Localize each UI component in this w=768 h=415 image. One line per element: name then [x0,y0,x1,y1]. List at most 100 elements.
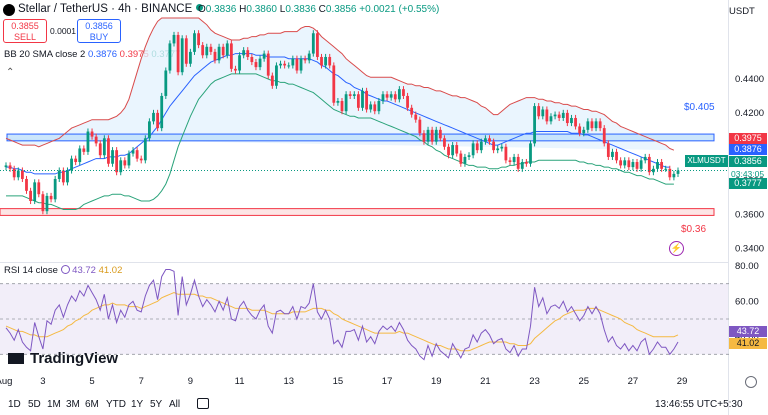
last-price-tag: 0.3856 [729,156,767,167]
candle-body [188,51,192,64]
candle-body [611,151,614,157]
candle-body [676,170,680,174]
rsi-legend-label: RSI 14 close [4,265,58,276]
time-tick-label: 5 [89,376,94,387]
candle-body [545,109,549,122]
candle-body [438,129,442,139]
range-5y[interactable]: 5Y [150,399,163,410]
range-5d[interactable]: 5D [28,399,41,410]
candle-body [131,150,135,154]
candle-body [627,160,631,168]
bar-countdown: 03:43:05 [731,169,765,179]
tradingview-logo-icon [8,353,24,364]
candle-body [512,156,516,163]
buy-price: 0.3856 [85,21,113,31]
candle-body [406,95,409,108]
candle-body [471,143,475,156]
candle-body [148,121,151,139]
time-tick-label: 29 [677,376,688,387]
candle-body [570,117,573,124]
lightning-icon[interactable]: ⚡ [669,241,684,256]
candle-body [594,121,598,129]
candle-body [447,146,450,156]
rsi-legend-ma: 41.02 [98,265,123,276]
range-ytd[interactable]: YTD [106,399,126,410]
bb-lower-line [6,73,674,210]
range-3m[interactable]: 3M [66,399,80,410]
candle-body [193,33,196,52]
candle-body [340,101,344,112]
candle-body [176,34,180,73]
candle-body [238,55,241,71]
candle-body [33,182,37,201]
range-all[interactable]: All [169,399,181,410]
bb-legend-basis: 0.3876 [87,49,118,60]
candle-body [225,43,229,56]
candle-body [606,143,610,157]
range-1y[interactable]: 1Y [131,399,144,410]
candle-body [303,58,307,61]
candle-body [307,53,311,61]
candle-body [524,162,528,164]
symbol-title-text: Stellar / TetherUS · 4h · BINANCE [18,3,193,15]
candle-body [647,156,651,173]
range-1d[interactable]: 1D [8,399,21,410]
candle-body [643,156,647,161]
rsi-tick-label: 80.00 [735,261,759,272]
candle-body [479,141,483,151]
candle-body [451,145,455,156]
gear-icon[interactable] [745,376,757,388]
candle-body [287,65,291,67]
candle-body [500,146,504,149]
candle-body [389,94,393,98]
candle-body [37,182,41,195]
candle-body [270,75,274,86]
rsi-legend[interactable]: RSI 14 close 43.72 41.02 [4,265,122,276]
buy-button[interactable]: 0.3856 BUY [77,19,121,43]
candle-body [66,170,69,183]
candle-body [623,160,627,166]
candle-body [520,162,524,169]
candle-body [356,94,360,108]
candle-body [164,70,168,96]
candle-body [463,156,467,164]
candle-body [213,51,217,61]
candle-body [119,160,123,173]
candle-body [258,58,262,68]
candle-body [221,46,225,56]
candle-body [537,106,541,117]
ohlc-close: 0.3856 [325,4,357,15]
candle-body [57,170,61,179]
calendar-icon[interactable] [197,398,209,409]
candle-body [168,43,172,71]
resistance-label: $0.405 [684,102,715,113]
candle-body [565,112,569,124]
candle-body [418,119,422,134]
candle-body [664,168,668,170]
candle-body [332,65,336,103]
candle-body [127,153,131,166]
candle-body [672,173,676,178]
collapse-chevron-icon[interactable]: ⌃ [6,67,15,78]
candle-body [508,160,512,163]
currency-label[interactable]: USDT [729,6,755,17]
candle-body [553,114,557,117]
support-zone [0,208,715,216]
sell-button[interactable]: 0.3855 SELL [3,19,47,43]
bb-lower-tag: 0.3777 [729,178,767,189]
range-6m[interactable]: 6M [85,399,99,410]
rsi-tick-label: 60.00 [735,296,759,307]
time-tick-label: 25 [578,376,589,387]
candle-body [619,160,623,166]
time-tick-label: Aug [0,376,12,387]
candle-body [61,170,65,183]
candle-body [172,34,176,44]
candle-body [123,160,127,166]
candle-body [652,168,655,173]
symbol-title[interactable]: Stellar / TetherUS · 4h · BINANCE [18,3,204,15]
range-1m[interactable]: 1M [47,399,61,410]
candle-body [352,94,356,96]
candle-body [557,114,561,118]
clock-readout: 13:46:55 UTC+5:30 [655,399,743,410]
